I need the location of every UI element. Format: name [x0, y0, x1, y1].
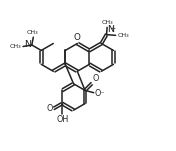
- Text: CH₃: CH₃: [27, 30, 38, 35]
- Text: O: O: [93, 74, 99, 83]
- Text: CH₃: CH₃: [118, 33, 129, 38]
- Text: +: +: [109, 26, 116, 32]
- Text: N: N: [107, 25, 114, 34]
- Text: CH₃: CH₃: [10, 44, 21, 49]
- Text: OH: OH: [56, 115, 68, 124]
- Text: O: O: [74, 33, 81, 42]
- Text: O⁻: O⁻: [95, 89, 105, 98]
- Text: O: O: [46, 104, 53, 113]
- Text: CH₃: CH₃: [101, 20, 113, 25]
- Text: N: N: [24, 40, 31, 50]
